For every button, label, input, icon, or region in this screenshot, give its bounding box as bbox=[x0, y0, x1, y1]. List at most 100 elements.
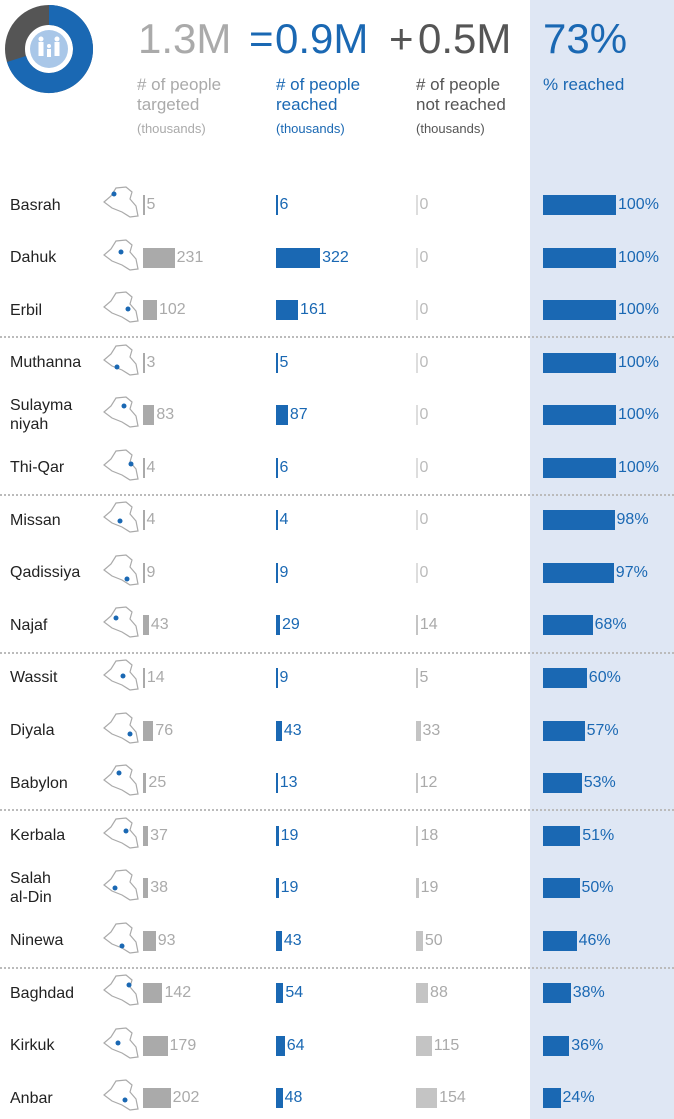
bar bbox=[276, 1088, 283, 1109]
region-map-icon bbox=[103, 344, 139, 376]
value-label: 60% bbox=[588, 668, 621, 686]
column-name: % reached bbox=[543, 75, 625, 94]
headline-equals: = bbox=[249, 15, 274, 62]
bar bbox=[143, 930, 156, 951]
bar bbox=[416, 773, 418, 794]
value-label: 0 bbox=[419, 563, 429, 581]
bar bbox=[143, 352, 145, 373]
value-label: 50% bbox=[581, 879, 614, 897]
value-label: 33 bbox=[422, 721, 441, 739]
value-label: 231 bbox=[176, 248, 204, 266]
value-label: 54 bbox=[285, 984, 304, 1002]
value-label: 48 bbox=[284, 1089, 303, 1107]
percent-column-background bbox=[530, 0, 674, 1119]
bar bbox=[276, 562, 278, 583]
value-label: 322 bbox=[322, 248, 349, 266]
category-label: Ninewa bbox=[10, 932, 64, 950]
value-label: 100% bbox=[618, 196, 659, 213]
bar bbox=[416, 983, 429, 1004]
value-label: 13 bbox=[279, 774, 298, 792]
donut-arc bbox=[6, 5, 93, 93]
bar bbox=[416, 195, 418, 215]
value-label: 93 bbox=[157, 931, 176, 949]
headline-targeted: 1.3M bbox=[138, 15, 232, 62]
value-label: 4 bbox=[279, 511, 289, 529]
value-label: 6 bbox=[279, 196, 289, 213]
value-label: 43 bbox=[283, 931, 302, 949]
value-label: 43 bbox=[150, 616, 169, 634]
value-label: 76 bbox=[155, 721, 174, 739]
bar bbox=[276, 825, 279, 846]
bar bbox=[416, 667, 418, 688]
value-label: 0 bbox=[419, 511, 429, 529]
value-label: 88 bbox=[430, 984, 448, 1002]
category-label: Missan bbox=[10, 511, 61, 529]
bar bbox=[276, 195, 278, 215]
value-label: 179 bbox=[169, 1036, 197, 1054]
bar bbox=[543, 825, 581, 846]
bar bbox=[143, 720, 154, 741]
donut bbox=[5, 5, 93, 93]
value-label: 0 bbox=[419, 248, 429, 266]
bar bbox=[276, 930, 282, 951]
column-unit: (thousands) bbox=[137, 121, 206, 136]
column-unit: (thousands) bbox=[416, 121, 485, 136]
bar bbox=[276, 878, 279, 899]
value-label: 102 bbox=[158, 301, 186, 319]
value-label: 38 bbox=[150, 879, 168, 897]
value-label: 57% bbox=[586, 721, 619, 739]
bar bbox=[276, 615, 280, 636]
region-map-icon bbox=[103, 764, 139, 796]
region-map-icon bbox=[103, 449, 139, 481]
value-label: 36% bbox=[571, 1036, 604, 1054]
value-label: 0 bbox=[419, 353, 429, 371]
bar bbox=[143, 510, 145, 531]
bar bbox=[543, 300, 616, 321]
region-map-icon bbox=[103, 238, 139, 271]
bar bbox=[416, 1088, 438, 1109]
bar bbox=[543, 510, 615, 531]
value-label: 202 bbox=[172, 1089, 200, 1107]
region-map-icon bbox=[103, 869, 139, 901]
region-map-icon bbox=[103, 711, 139, 744]
region-map-icon bbox=[103, 659, 139, 691]
value-label: 0 bbox=[419, 196, 429, 213]
bar bbox=[143, 195, 145, 215]
region-map-icon bbox=[103, 554, 139, 586]
bar bbox=[416, 510, 418, 531]
value-label: 19 bbox=[420, 879, 439, 897]
value-label: 64 bbox=[286, 1036, 305, 1054]
category-label: Thi-Qar bbox=[10, 459, 65, 477]
value-label: 14 bbox=[146, 668, 165, 686]
column-name: # of people reached bbox=[276, 75, 361, 114]
value-label: 9 bbox=[146, 563, 156, 581]
value-label: 98% bbox=[616, 511, 649, 529]
value-label: 87 bbox=[289, 406, 308, 424]
value-label: 19 bbox=[280, 826, 299, 844]
category-label: Muthanna bbox=[10, 354, 82, 372]
value-label: 142 bbox=[164, 984, 192, 1002]
bar bbox=[543, 352, 616, 373]
column-name: # of people not reached bbox=[416, 75, 506, 114]
bar bbox=[143, 667, 145, 688]
bar bbox=[543, 562, 614, 583]
value-label: 68% bbox=[594, 616, 627, 634]
bar bbox=[416, 1035, 432, 1056]
bar bbox=[276, 405, 288, 426]
value-label: 0 bbox=[419, 458, 429, 476]
value-label: 154 bbox=[439, 1089, 466, 1107]
value-label: 100% bbox=[618, 406, 659, 424]
value-label: 4 bbox=[146, 458, 156, 476]
region-map-icon bbox=[103, 606, 139, 639]
bar bbox=[416, 878, 419, 899]
row-separator bbox=[0, 966, 674, 969]
bar bbox=[276, 300, 299, 321]
bar bbox=[543, 457, 616, 478]
bar bbox=[276, 983, 284, 1004]
headline-plus: + bbox=[389, 15, 414, 62]
category-label: Baghdad bbox=[10, 984, 75, 1002]
value-label: 50 bbox=[424, 931, 443, 949]
bar bbox=[276, 1035, 285, 1056]
value-label: 5 bbox=[419, 668, 429, 686]
